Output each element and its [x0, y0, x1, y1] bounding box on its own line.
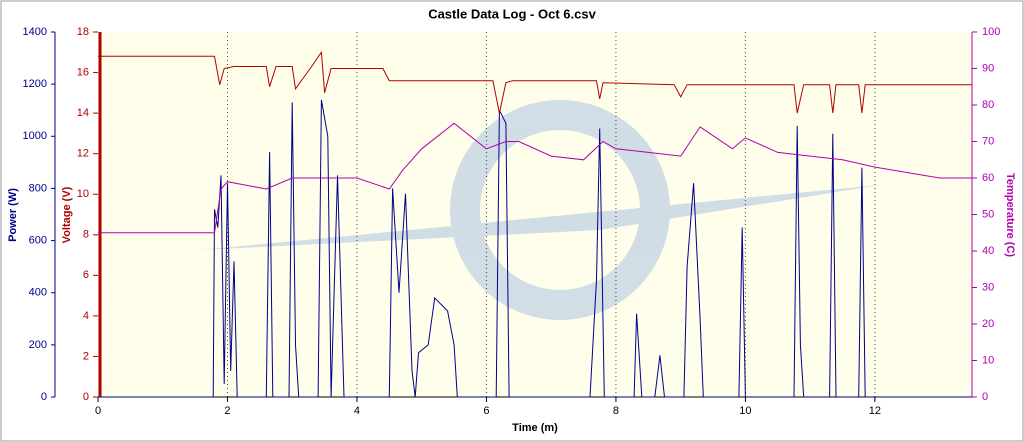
- y3-tick-label: 50: [982, 208, 994, 220]
- y2-tick-label: 12: [77, 148, 89, 160]
- y2-tick-label: 18: [77, 26, 89, 38]
- y2-tick-label: 16: [77, 66, 89, 78]
- y2-tick-label: 2: [83, 350, 89, 362]
- y3-tick-label: 20: [982, 318, 994, 330]
- y3-tick-label: 100: [982, 26, 1000, 38]
- x-tick-label: 4: [354, 405, 360, 417]
- x-axis-title: Time (m): [512, 422, 558, 434]
- y2-tick-label: 4: [83, 310, 89, 322]
- chart-title: Castle Data Log - Oct 6.csv: [428, 6, 596, 21]
- y3-tick-label: 10: [982, 354, 994, 366]
- y-tick-label: 200: [29, 339, 47, 351]
- y3-axis-title: Temperature (C): [1004, 173, 1016, 257]
- y-tick-label: 800: [29, 182, 47, 194]
- y2-axis-title: Voltage (V): [61, 186, 73, 243]
- plot-area: [98, 32, 972, 397]
- y2-tick-label: 6: [83, 269, 89, 281]
- y-tick-label: 0: [41, 391, 47, 403]
- x-tick-label: 8: [613, 405, 619, 417]
- y2-tick-label: 0: [83, 391, 89, 403]
- y-axis-title: Power (W): [7, 188, 19, 242]
- y3-tick-label: 30: [982, 281, 994, 293]
- y-tick-label: 600: [29, 234, 47, 246]
- y2-tick-label: 10: [77, 188, 89, 200]
- y2-tick-label: 14: [77, 107, 89, 119]
- y-tick-label: 1200: [23, 78, 47, 90]
- x-tick-label: 6: [483, 405, 489, 417]
- y-tick-label: 1400: [23, 26, 47, 38]
- x-tick-label: 12: [869, 405, 881, 417]
- y-tick-label: 400: [29, 287, 47, 299]
- x-tick-label: 2: [224, 405, 230, 417]
- data-line: [98, 50, 972, 114]
- y-tick-label: 1000: [23, 130, 47, 142]
- y3-tick-label: 70: [982, 135, 994, 147]
- data-line: [98, 99, 972, 398]
- x-tick-label: 0: [95, 405, 101, 417]
- y3-tick-label: 60: [982, 172, 994, 184]
- x-tick-label: 10: [739, 405, 751, 417]
- y3-tick-label: 40: [982, 245, 994, 257]
- data-line: [98, 122, 972, 234]
- y3-tick-label: 0: [982, 391, 988, 403]
- y3-tick-label: 90: [982, 62, 994, 74]
- watermark: [200, 100, 880, 320]
- y2-tick-label: 8: [83, 229, 89, 241]
- y3-tick-label: 80: [982, 99, 994, 111]
